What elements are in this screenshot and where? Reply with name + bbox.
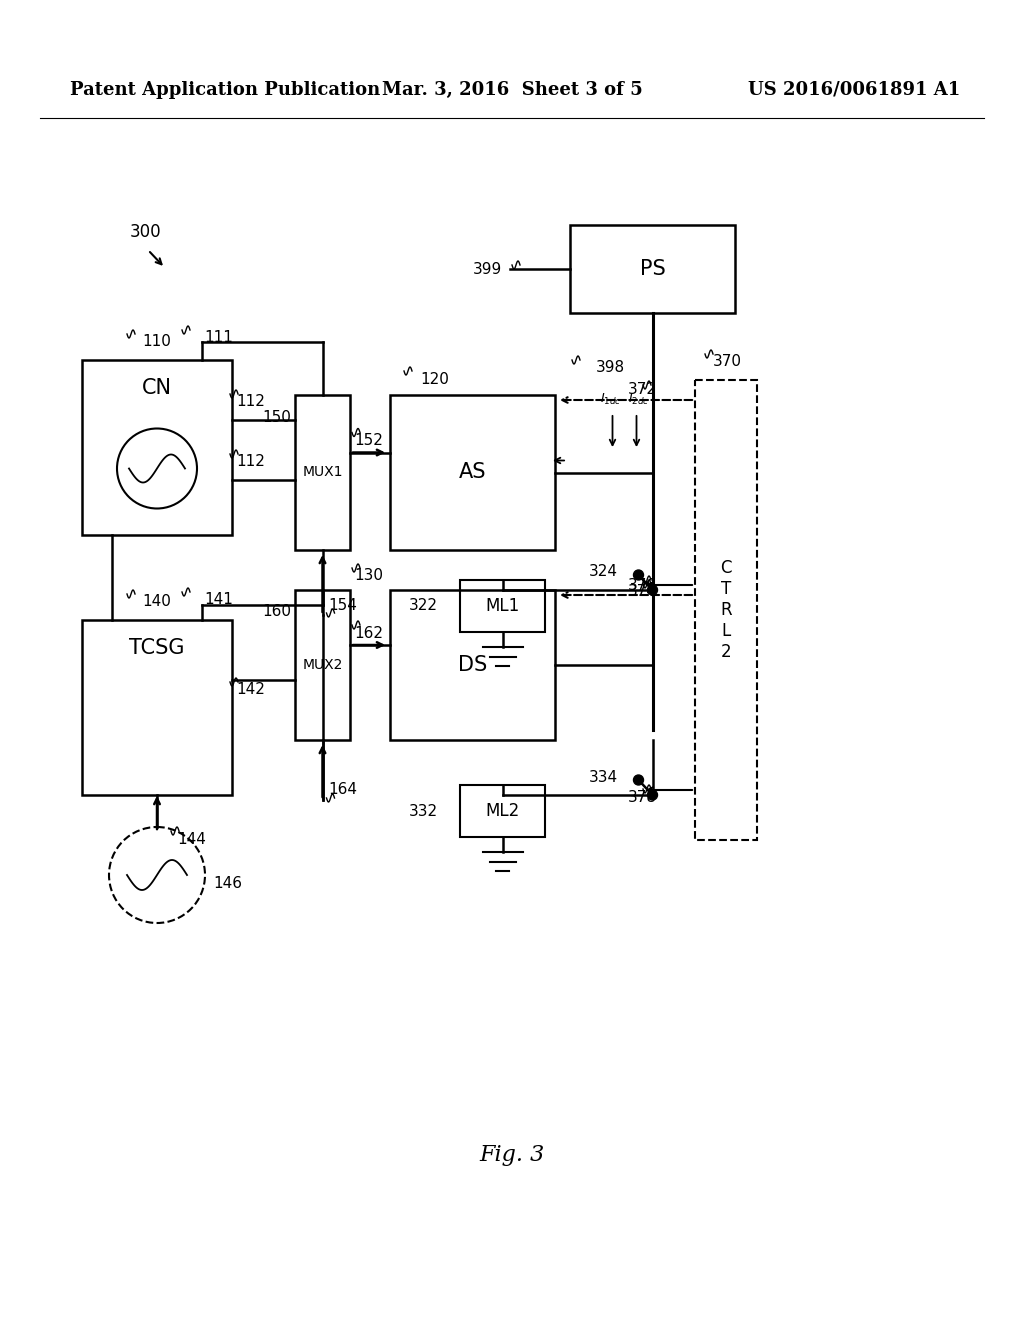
Text: ML2: ML2 [485, 803, 519, 820]
Text: 112: 112 [236, 395, 265, 409]
Text: 120: 120 [420, 371, 449, 387]
Text: 300: 300 [130, 223, 162, 242]
Bar [570, 224, 735, 313]
Bar [390, 590, 555, 741]
Text: 322: 322 [409, 598, 438, 614]
Text: 374: 374 [628, 585, 657, 599]
Text: C
T
R
L
2: C T R L 2 [720, 560, 732, 660]
Text: 110: 110 [142, 334, 171, 350]
Text: 370: 370 [713, 355, 742, 370]
Text: 141: 141 [204, 593, 232, 607]
Text: 146: 146 [213, 875, 242, 891]
Text: CN: CN [142, 378, 172, 399]
Text: 142: 142 [236, 682, 265, 697]
Circle shape [647, 789, 657, 800]
Circle shape [634, 570, 643, 579]
Text: US 2016/0061891 A1: US 2016/0061891 A1 [748, 81, 961, 99]
Text: 150: 150 [262, 409, 291, 425]
Text: 154: 154 [329, 598, 357, 612]
Text: 160: 160 [262, 605, 291, 619]
Text: 399: 399 [473, 261, 502, 276]
Bar [82, 360, 232, 535]
Text: MUX1: MUX1 [302, 466, 343, 479]
Text: 376: 376 [628, 578, 657, 593]
Text: 324: 324 [589, 565, 617, 579]
Text: 332: 332 [409, 804, 438, 818]
Text: Fig. 3: Fig. 3 [479, 1144, 545, 1166]
Text: 112: 112 [236, 454, 265, 470]
Circle shape [647, 585, 657, 595]
Text: MUX2: MUX2 [302, 657, 343, 672]
Bar [390, 395, 555, 550]
Text: 398: 398 [596, 360, 625, 375]
Bar [695, 380, 757, 840]
Text: 378: 378 [628, 789, 657, 804]
Bar [460, 785, 545, 837]
Text: Patent Application Publication: Patent Application Publication [70, 81, 380, 99]
Bar [295, 590, 350, 741]
Bar [460, 579, 545, 632]
Text: 152: 152 [354, 433, 383, 447]
Circle shape [634, 775, 643, 785]
Text: 111: 111 [204, 330, 232, 346]
Bar [82, 620, 232, 795]
Text: 334: 334 [589, 770, 617, 784]
Text: Mar. 3, 2016  Sheet 3 of 5: Mar. 3, 2016 Sheet 3 of 5 [382, 81, 642, 99]
Text: $I_{2dc}$: $I_{2dc}$ [628, 392, 649, 407]
Text: 162: 162 [354, 626, 383, 640]
Text: $I_{1dc}$: $I_{1dc}$ [600, 392, 622, 407]
Text: 372: 372 [628, 383, 657, 397]
Text: 140: 140 [142, 594, 171, 610]
Bar [295, 395, 350, 550]
Text: 130: 130 [354, 569, 383, 583]
Text: 164: 164 [329, 783, 357, 797]
Text: AS: AS [459, 462, 486, 483]
Text: TCSG: TCSG [129, 638, 184, 657]
Text: PS: PS [640, 259, 666, 279]
Text: 144: 144 [177, 832, 206, 846]
Text: DS: DS [458, 655, 487, 675]
Text: ML1: ML1 [485, 597, 519, 615]
